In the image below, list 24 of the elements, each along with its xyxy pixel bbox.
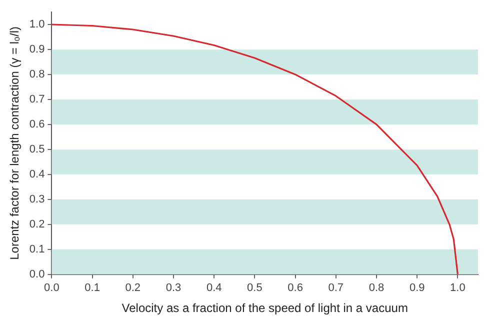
y-tick-label: 1.0 bbox=[29, 18, 45, 31]
x-tick-label: 0.6 bbox=[288, 282, 303, 294]
y-tick-label: 0.8 bbox=[29, 68, 45, 81]
y-tick-label: 0.9 bbox=[29, 44, 45, 56]
x-tick-label: 0.9 bbox=[409, 282, 425, 294]
x-tick-label: 0.1 bbox=[84, 282, 100, 294]
y-tick-label: 0.7 bbox=[29, 94, 45, 106]
y-tick-label: 0.1 bbox=[29, 243, 45, 256]
y-tick-label: 0.5 bbox=[29, 143, 45, 156]
x-tick-label: 1.0 bbox=[450, 282, 466, 294]
x-tick-label: 0.0 bbox=[44, 282, 60, 294]
x-axis-title: Velocity as a fraction of the speed of light in a vacuum bbox=[122, 301, 408, 316]
y-tick-label: 0.4 bbox=[29, 168, 45, 180]
x-tick-label: 0.2 bbox=[125, 282, 141, 294]
y-tick-label: 0.2 bbox=[29, 218, 45, 230]
x-tick-label: 0.4 bbox=[206, 282, 222, 294]
x-tick-label: 0.3 bbox=[166, 282, 182, 294]
y-axis-title: Lorentz factor for length contraction (γ = l₀/l) bbox=[8, 26, 22, 260]
x-tick-label: 0.7 bbox=[328, 282, 344, 294]
y-tick-label: 0.0 bbox=[29, 268, 45, 280]
x-tick-label: 0.5 bbox=[247, 282, 262, 294]
y-tick-label: 0.6 bbox=[29, 118, 45, 130]
x-tick-label: 0.8 bbox=[368, 282, 384, 294]
y-tick-label: 0.3 bbox=[29, 193, 45, 206]
